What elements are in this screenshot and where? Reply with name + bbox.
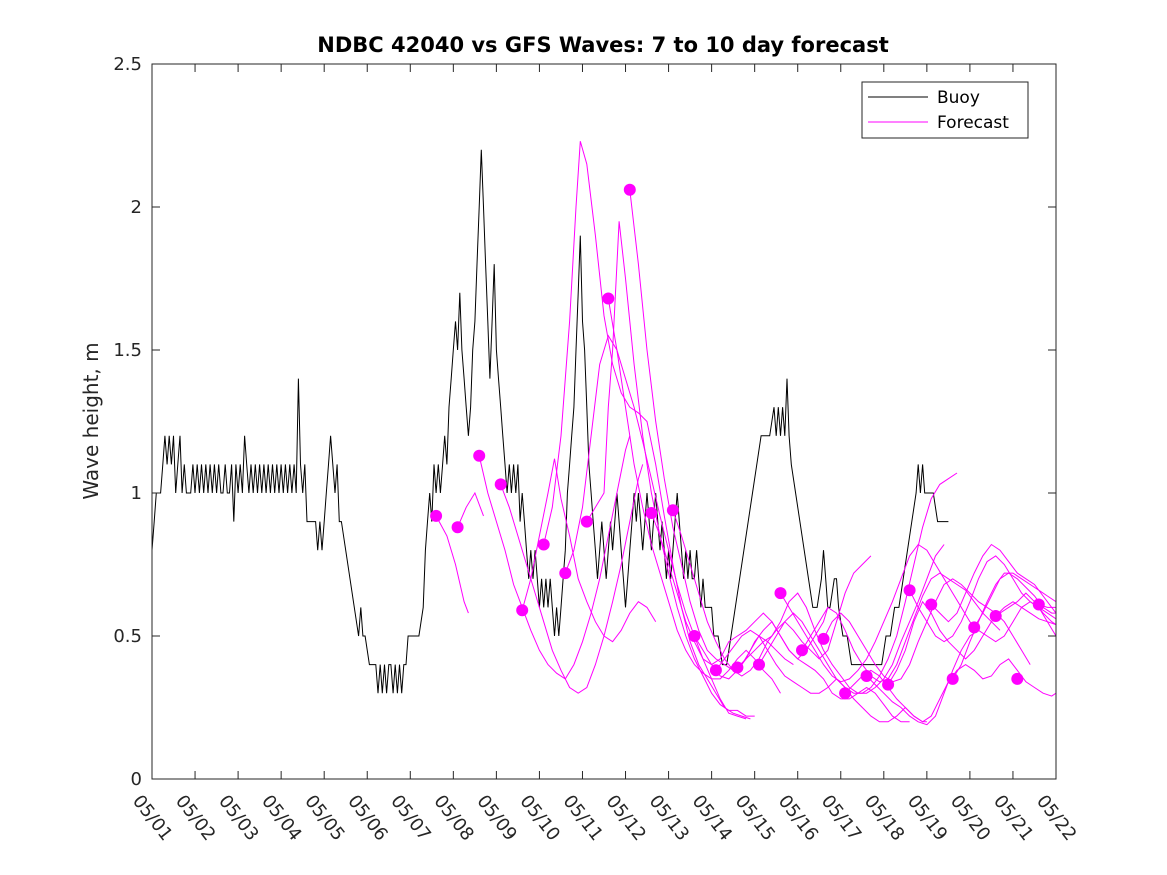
forecast-start-point-5 <box>516 604 529 617</box>
forecast-start-point-13 <box>688 630 701 642</box>
forecast-run-line-18 <box>801 572 1001 683</box>
y-tick-label-5: 2.5 <box>113 54 142 75</box>
forecast-run-line-5 <box>521 458 657 643</box>
forecast-run-line-9 <box>607 298 781 694</box>
forecast-start-point-16 <box>753 658 765 671</box>
forecast-start-point-20 <box>839 687 852 700</box>
forecast-run-line-25 <box>952 572 1056 680</box>
forecast-start-point-10 <box>623 183 636 196</box>
forecast-run-line-1 <box>435 515 469 614</box>
forecast-run-line-15 <box>737 544 945 694</box>
forecast-start-point-14 <box>709 664 722 677</box>
forecast-start-point-1 <box>430 509 443 522</box>
forecast-start-point-17 <box>774 587 787 600</box>
legend-box <box>861 81 1029 139</box>
forecast-start-point-7 <box>559 567 572 580</box>
forecast-start-point-4 <box>494 478 507 491</box>
forecast-start-point-26 <box>968 621 981 634</box>
buoy-series-line <box>152 149 949 694</box>
y-tick-label-1: 0.5 <box>113 626 142 647</box>
chart-title: NDBC 42040 vs GFS Waves: 7 to 10 day for… <box>317 33 888 57</box>
y-tick-label-4: 2 <box>131 197 142 218</box>
axes-box <box>151 63 1057 780</box>
forecast-run-line-8 <box>586 221 755 717</box>
forecast-start-point-22 <box>882 678 895 691</box>
legend: Buoy Forecast <box>861 81 1029 139</box>
forecast-start-point-9 <box>602 292 615 305</box>
forecast-start-point-21 <box>860 670 873 682</box>
forecast-start-point-24 <box>925 598 938 611</box>
forecast-run-line-10 <box>629 189 794 671</box>
forecast-run-line-23 <box>909 555 1056 643</box>
forecast-run-line-14 <box>715 629 927 723</box>
y-tick-label-2: 1 <box>131 483 142 504</box>
y-axis-label: Wave height, m <box>79 342 103 499</box>
legend-forecast-label: Forecast <box>937 113 1009 133</box>
forecast-start-point-11 <box>645 507 658 519</box>
forecast-run-line-7 <box>564 334 747 720</box>
forecast-start-point-6 <box>537 538 550 551</box>
forecast-run-line-6 <box>543 141 751 720</box>
forecast-start-point-8 <box>580 515 593 528</box>
forecast-start-point-18 <box>796 644 808 657</box>
y-tick-label-0: 0 <box>131 769 142 790</box>
forecast-run-line-4 <box>500 464 644 694</box>
forecast-start-point-12 <box>666 504 679 517</box>
forecast-start-point-15 <box>731 661 744 674</box>
forecast-start-point-28 <box>1011 672 1024 685</box>
forecast-start-point-25 <box>946 672 959 685</box>
forecast-run-line-16 <box>758 472 958 694</box>
y-tick-label-3: 1.5 <box>113 340 142 361</box>
forecast-run-line-17 <box>780 543 979 683</box>
forecast-run-line-13 <box>693 620 910 723</box>
forecast-run-line-2 <box>457 491 484 528</box>
forecast-start-point-2 <box>451 521 464 534</box>
legend-buoy-label: Buoy <box>937 88 980 108</box>
forecast-start-point-23 <box>903 584 916 597</box>
forecast-run-line-27 <box>995 601 1056 626</box>
forecast-run-line-21 <box>866 601 1056 726</box>
forecast-start-point-3 <box>473 449 486 462</box>
forecast-run-line-3 <box>478 435 631 680</box>
plot-area <box>152 141 1056 726</box>
forecast-start-point-19 <box>817 632 830 645</box>
forecast-start-point-27 <box>989 610 1002 622</box>
forecast-run-line-26 <box>973 572 1056 628</box>
forecast-start-point-29 <box>1032 598 1045 611</box>
forecast-run-line-22 <box>887 592 1056 685</box>
